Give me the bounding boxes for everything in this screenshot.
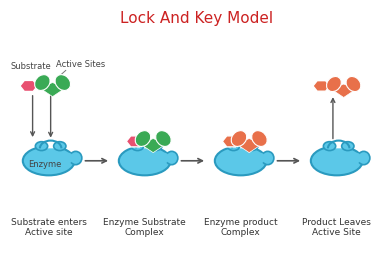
Text: Enzyme Substrate
Complex: Enzyme Substrate Complex xyxy=(103,218,186,237)
Polygon shape xyxy=(222,136,240,147)
Wedge shape xyxy=(328,141,349,148)
Circle shape xyxy=(150,142,162,151)
Polygon shape xyxy=(20,80,37,92)
Ellipse shape xyxy=(262,151,274,165)
Text: Enzyme product
Complex: Enzyme product Complex xyxy=(204,218,278,237)
Ellipse shape xyxy=(352,153,361,163)
Polygon shape xyxy=(126,136,144,147)
Polygon shape xyxy=(236,139,262,153)
Circle shape xyxy=(323,142,336,151)
Ellipse shape xyxy=(160,153,169,163)
Polygon shape xyxy=(331,84,356,97)
Ellipse shape xyxy=(156,131,171,146)
Text: Product Leaves
Active Site: Product Leaves Active Site xyxy=(302,218,371,237)
Ellipse shape xyxy=(346,76,361,92)
Text: Substrate enters
Active site: Substrate enters Active site xyxy=(11,218,87,237)
Ellipse shape xyxy=(69,151,82,165)
Ellipse shape xyxy=(256,153,265,163)
Text: Lock And Key Model: Lock And Key Model xyxy=(120,11,273,26)
Text: Substrate: Substrate xyxy=(10,62,51,71)
Circle shape xyxy=(227,142,240,151)
Polygon shape xyxy=(140,139,166,153)
Ellipse shape xyxy=(119,146,171,175)
Polygon shape xyxy=(313,81,330,91)
Circle shape xyxy=(342,142,354,151)
Ellipse shape xyxy=(23,146,74,175)
Ellipse shape xyxy=(358,151,370,165)
Wedge shape xyxy=(136,141,158,148)
Circle shape xyxy=(246,142,258,151)
Ellipse shape xyxy=(64,153,73,163)
Ellipse shape xyxy=(311,146,363,175)
Circle shape xyxy=(54,142,66,151)
Ellipse shape xyxy=(166,151,178,165)
Circle shape xyxy=(131,142,144,151)
Ellipse shape xyxy=(231,131,247,146)
Ellipse shape xyxy=(215,146,267,175)
Wedge shape xyxy=(40,141,61,148)
Polygon shape xyxy=(39,83,66,97)
Ellipse shape xyxy=(55,75,71,90)
Text: Active Sites: Active Sites xyxy=(56,60,105,69)
Text: Enzyme: Enzyme xyxy=(28,160,62,169)
Circle shape xyxy=(35,142,48,151)
Ellipse shape xyxy=(252,131,267,146)
Ellipse shape xyxy=(35,75,50,90)
Wedge shape xyxy=(232,141,254,148)
Ellipse shape xyxy=(326,76,341,92)
Ellipse shape xyxy=(135,131,151,146)
